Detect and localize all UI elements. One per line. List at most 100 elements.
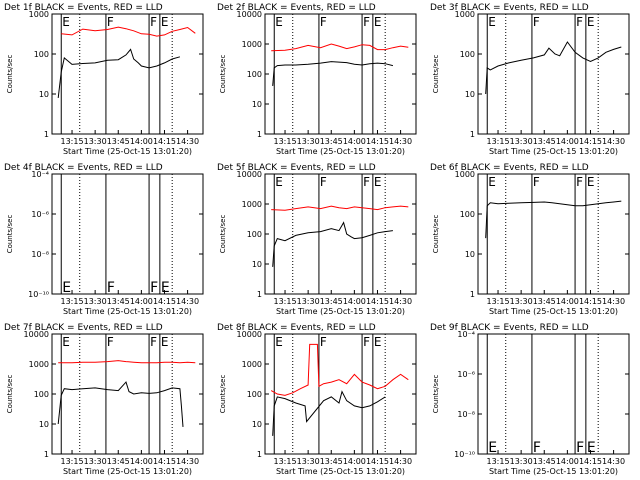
x-tick-label: 14:00 (556, 457, 579, 466)
marker-label: E (161, 335, 169, 349)
panel-title: Det 3f BLACK = Events, RED = LLD (430, 3, 589, 13)
marker-label: F (150, 15, 157, 29)
x-tick-label: 13:45 (107, 457, 130, 466)
y-tick-label: 100 (460, 50, 475, 59)
marker-label: F (576, 15, 583, 29)
x-axis-label: Start Time (25-Oct-15 13:01:20) (489, 467, 618, 476)
x-tick-label: 14:30 (176, 137, 199, 146)
plot-frame (477, 13, 630, 135)
x-tick-label: 13:15 (273, 457, 296, 466)
x-tick-label: 13:15 (60, 137, 83, 146)
x-tick-label: 14:00 (130, 457, 153, 466)
y-tick-label: 10 (39, 420, 49, 429)
y-axis-label: Counts/sec (219, 375, 227, 414)
marker-label: E (488, 15, 496, 29)
x-tick-label: 14:00 (556, 297, 579, 306)
x-tick-label: 14:00 (130, 137, 153, 146)
plot-frame (264, 173, 417, 295)
panel-title: Det 2f BLACK = Events, RED = LLD (217, 3, 376, 13)
y-axis-label: Counts/sec (219, 55, 227, 94)
y-tick-label: 1000 (455, 170, 475, 179)
x-tick-label: 14:15 (153, 297, 176, 306)
y-tick-label: 10000 (237, 10, 262, 19)
y-tick-label: 100 (247, 70, 262, 79)
y-tick-label: 10⁻⁸ (31, 250, 49, 259)
x-tick-label: 14:30 (389, 297, 412, 306)
marker-label: E (488, 440, 497, 456)
marker-label: F (107, 15, 114, 29)
x-tick-label: 13:30 (510, 457, 533, 466)
panel-title: Det 6f BLACK = Events, RED = LLD (430, 163, 589, 173)
y-tick-label: 10⁻¹⁰ (454, 450, 475, 459)
x-tick-label: 13:30 (84, 457, 107, 466)
x-tick-label: 14:00 (343, 297, 366, 306)
y-tick-label: 1000 (242, 200, 262, 209)
y-tick-label: 10000 (24, 330, 49, 339)
x-axis-label: Start Time (25-Oct-15 13:01:20) (63, 467, 192, 476)
x-tick-label: 14:15 (153, 137, 176, 146)
y-tick-label: 10 (465, 250, 475, 259)
y-tick-label: 1000 (242, 360, 262, 369)
x-tick-label: 13:30 (510, 297, 533, 306)
plot-frame (51, 13, 204, 135)
marker-label: F (576, 440, 584, 456)
marker-label: F (533, 440, 541, 456)
x-axis-label: Start Time (25-Oct-15 13:01:20) (276, 147, 405, 156)
x-tick-label: 14:15 (579, 297, 602, 306)
events-series-line (485, 200, 622, 239)
x-tick-label: 13:30 (297, 297, 320, 306)
x-tick-label: 14:30 (602, 137, 625, 146)
x-axis-label: Start Time (25-Oct-15 13:01:20) (489, 147, 618, 156)
x-tick-label: 14:00 (343, 457, 366, 466)
x-tick-label: 13:45 (107, 297, 130, 306)
x-tick-label: 14:30 (602, 457, 625, 466)
y-axis-label: Counts/sec (6, 375, 14, 414)
marker-label: E (374, 335, 382, 349)
y-tick-label: 10⁻⁶ (457, 370, 475, 379)
y-tick-label: 10 (252, 100, 262, 109)
marker-label: E (275, 335, 283, 349)
x-tick-label: 14:15 (579, 457, 602, 466)
x-axis-label: Start Time (25-Oct-15 13:01:20) (63, 147, 192, 156)
panel-title: Det 7f BLACK = Events, RED = LLD (4, 323, 163, 333)
y-tick-label: 1 (470, 130, 475, 139)
x-tick-label: 13:30 (510, 137, 533, 146)
y-tick-label: 10⁻⁴ (31, 170, 49, 179)
x-tick-label: 14:30 (176, 457, 199, 466)
x-axis-label: Start Time (25-Oct-15 13:01:20) (63, 307, 192, 316)
y-tick-label: 1000 (29, 360, 49, 369)
x-tick-label: 13:15 (486, 457, 509, 466)
x-tick-label: 14:15 (366, 297, 389, 306)
lld-series-line (271, 205, 409, 211)
y-tick-label: 10⁻⁴ (457, 330, 475, 339)
x-tick-label: 13:30 (297, 137, 320, 146)
marker-label: F (107, 335, 114, 349)
x-tick-label: 14:15 (579, 137, 602, 146)
panel-title: Det 9f BLACK = Events, RED = LLD (430, 323, 589, 333)
x-tick-label: 13:45 (107, 137, 130, 146)
x-tick-label: 13:30 (84, 137, 107, 146)
marker-label: F (533, 15, 540, 29)
marker-label: F (576, 175, 583, 189)
x-tick-label: 13:30 (297, 457, 320, 466)
y-tick-label: 10⁻⁶ (31, 210, 49, 219)
marker-label: F (150, 280, 158, 296)
y-tick-label: 100 (34, 50, 49, 59)
y-tick-label: 10⁻¹⁰ (28, 290, 49, 299)
marker-label: E (62, 335, 70, 349)
x-tick-label: 13:45 (533, 137, 556, 146)
marker-label: E (488, 175, 496, 189)
lld-series-line (58, 360, 196, 364)
lld-series-line (61, 26, 196, 37)
marker-label: F (150, 335, 157, 349)
events-series-line (57, 48, 181, 98)
marker-label: F (363, 175, 370, 189)
y-tick-label: 1000 (242, 40, 262, 49)
marker-label: F (533, 175, 540, 189)
y-tick-label: 10 (39, 90, 49, 99)
